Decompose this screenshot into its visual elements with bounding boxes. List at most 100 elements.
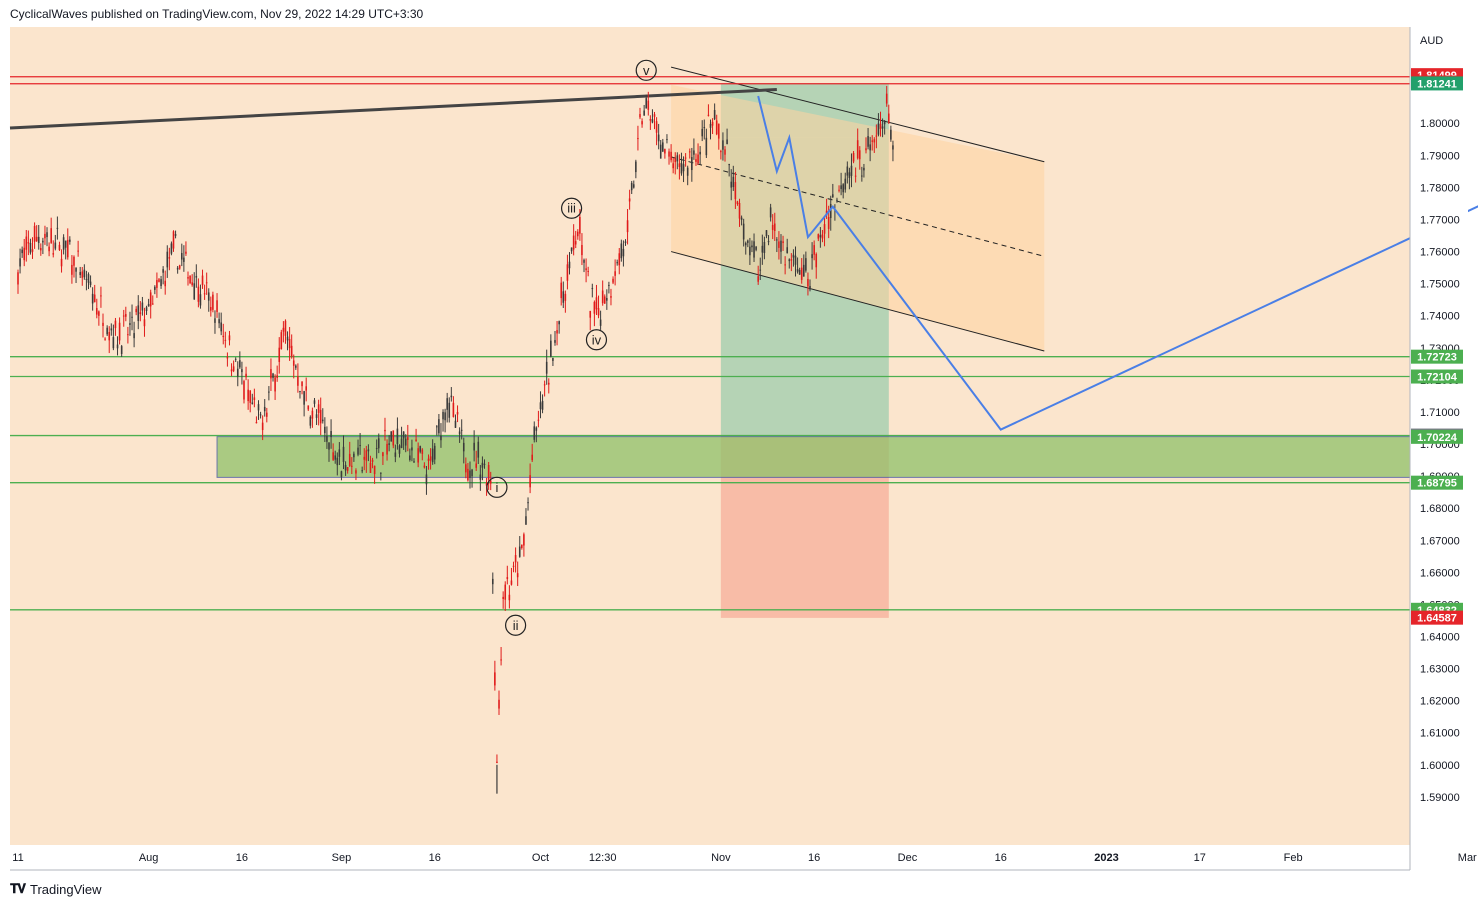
long-trendline[interactable] bbox=[9, 88, 777, 130]
candle-body bbox=[392, 430, 395, 446]
candle-body bbox=[552, 357, 554, 361]
candle-body bbox=[871, 140, 874, 142]
y-tick-label: 1.74000 bbox=[1420, 311, 1460, 323]
projection-path[interactable] bbox=[757, 95, 1478, 431]
candle-body bbox=[79, 272, 81, 276]
candle-body bbox=[736, 201, 739, 204]
candle-body bbox=[319, 409, 322, 424]
candle-body bbox=[572, 235, 575, 250]
candle-body bbox=[340, 471, 343, 477]
candle-body bbox=[649, 119, 652, 121]
candle-body bbox=[792, 254, 795, 258]
candle-body bbox=[450, 395, 453, 398]
candle-body bbox=[299, 391, 301, 393]
candle-body bbox=[19, 258, 21, 267]
candle-body bbox=[212, 294, 214, 310]
currency-label: AUD bbox=[1420, 35, 1443, 47]
candle-body bbox=[409, 455, 411, 460]
candle-body bbox=[481, 462, 484, 468]
candle-body bbox=[110, 328, 113, 331]
candle-body bbox=[178, 265, 181, 269]
candle-body bbox=[307, 405, 310, 410]
candle-body bbox=[365, 450, 368, 461]
brand-footer[interactable]: 𝐓𝐕 TradingView bbox=[10, 881, 102, 897]
candle-body bbox=[527, 502, 529, 504]
candle-body bbox=[684, 157, 687, 159]
candle-body bbox=[686, 167, 689, 176]
candle-body bbox=[305, 386, 307, 391]
candle-body bbox=[27, 242, 30, 244]
candle-body bbox=[330, 431, 332, 438]
candle-body bbox=[645, 98, 648, 109]
y-tick-label: 1.71000 bbox=[1420, 407, 1460, 419]
candle-body bbox=[819, 235, 822, 238]
x-tick-label: 17 bbox=[1194, 852, 1206, 864]
candle-body bbox=[454, 420, 457, 428]
candle-body bbox=[618, 253, 621, 266]
candle-body bbox=[883, 121, 886, 125]
candle-body bbox=[724, 149, 726, 155]
candle-body bbox=[268, 391, 270, 393]
x-tick-label: 16 bbox=[995, 852, 1007, 864]
candle-body bbox=[659, 144, 662, 159]
horizontal-levels[interactable] bbox=[10, 76, 1410, 611]
candle-body bbox=[98, 311, 100, 316]
candle-body bbox=[438, 419, 440, 434]
candle-body bbox=[359, 445, 361, 447]
candle-body bbox=[108, 332, 111, 341]
candlestick-series bbox=[17, 85, 894, 794]
candle-body bbox=[363, 456, 366, 460]
candle-body bbox=[494, 672, 496, 686]
candle-body bbox=[456, 411, 459, 415]
candle-body bbox=[612, 278, 614, 283]
candle-body bbox=[579, 216, 581, 234]
candle-body bbox=[351, 465, 353, 467]
candle-body bbox=[465, 464, 467, 473]
candle-body bbox=[375, 448, 378, 450]
candle-body bbox=[448, 402, 451, 418]
candle-body bbox=[890, 129, 892, 140]
candle-body bbox=[664, 149, 666, 154]
candle-body bbox=[236, 368, 239, 377]
candle-body bbox=[699, 151, 701, 155]
candle-body bbox=[419, 446, 422, 452]
brand-name: TradingView bbox=[30, 881, 102, 897]
candle-body bbox=[471, 469, 473, 477]
candle-body bbox=[477, 441, 480, 458]
candle-body bbox=[380, 472, 382, 474]
price-badge-label: 1.68795 bbox=[1417, 478, 1457, 490]
candle-body bbox=[508, 594, 511, 601]
candle-body bbox=[680, 162, 683, 174]
candle-body bbox=[52, 253, 55, 255]
candle-body bbox=[58, 244, 61, 250]
support-zone[interactable] bbox=[216, 436, 1411, 478]
candle-body bbox=[125, 314, 127, 317]
x-tick-label: Oct bbox=[532, 852, 549, 864]
candle-body bbox=[796, 269, 799, 272]
candle-body bbox=[218, 319, 220, 324]
candle-body bbox=[707, 114, 710, 116]
wave-label: i bbox=[495, 480, 498, 495]
x-tick-label: Feb bbox=[1284, 852, 1303, 864]
candle-body bbox=[529, 475, 531, 488]
y-tick-label: 1.76000 bbox=[1420, 247, 1460, 259]
candle-body bbox=[688, 151, 691, 153]
candle-body bbox=[185, 251, 187, 254]
y-tick-label: 1.60000 bbox=[1420, 760, 1460, 772]
wave-circle bbox=[560, 197, 583, 219]
candle-body bbox=[301, 381, 303, 387]
candle-body bbox=[653, 114, 656, 117]
candle-body bbox=[170, 243, 173, 254]
price-badge-label: 1.72723 bbox=[1417, 352, 1457, 364]
candle-body bbox=[210, 307, 212, 311]
candle-body bbox=[827, 217, 830, 229]
candle-body bbox=[842, 184, 844, 193]
candle-body bbox=[338, 449, 341, 457]
candle-body bbox=[597, 308, 600, 316]
candle-body bbox=[670, 151, 672, 161]
candle-body bbox=[311, 410, 314, 419]
candle-body bbox=[245, 373, 247, 378]
candle-body bbox=[81, 271, 84, 278]
